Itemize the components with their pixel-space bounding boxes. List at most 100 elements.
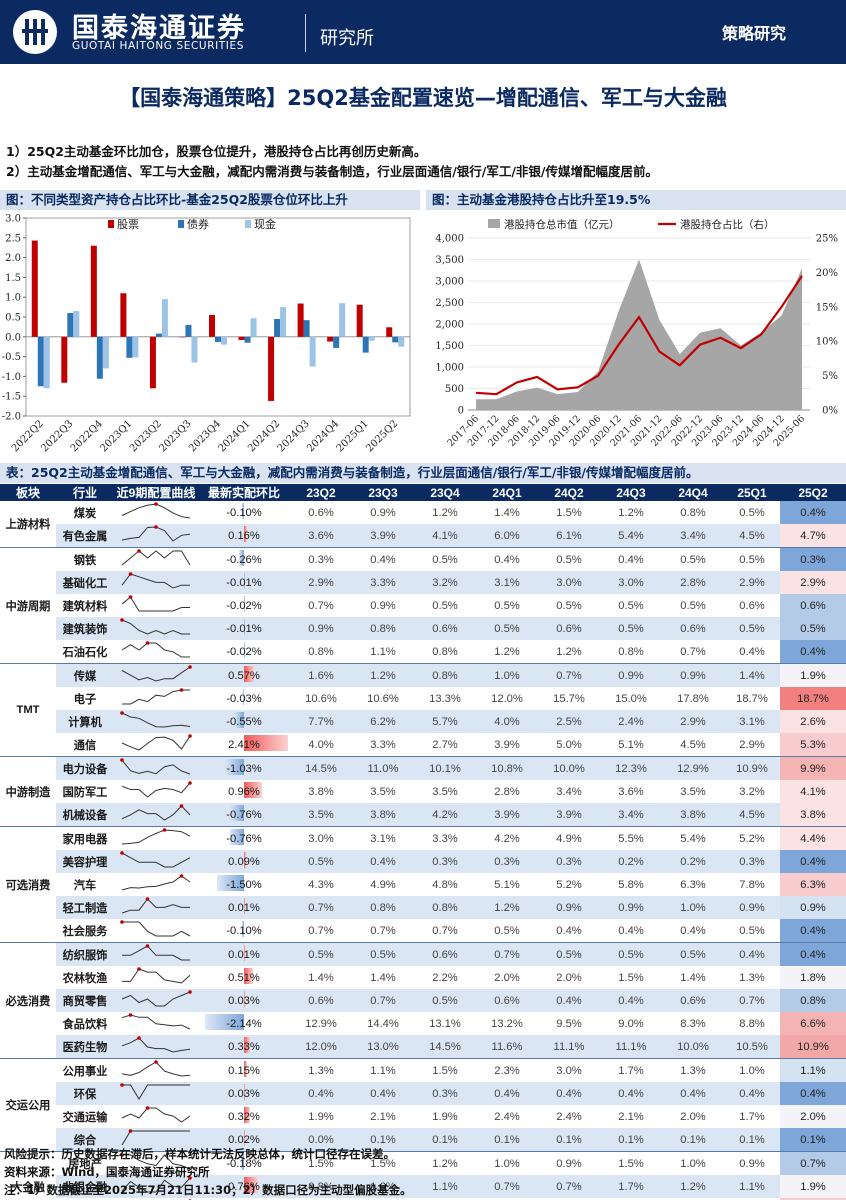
industry-name: 食品饮料 bbox=[62, 1018, 108, 1031]
quarter-value-cell: 3.0% bbox=[538, 571, 600, 594]
quarter-value-cell: 17.8% bbox=[677, 692, 709, 705]
company-logo-icon bbox=[13, 10, 57, 54]
latest-change-cell: -0.26% bbox=[198, 548, 290, 572]
quarter-value-cell: 2.3% bbox=[494, 1064, 520, 1077]
quarter-value-cell: 2.4% bbox=[600, 710, 662, 733]
industry-name: 建筑装饰 bbox=[56, 617, 114, 640]
sparkline-max-dot bbox=[154, 502, 158, 506]
sparkline-max-dot bbox=[128, 1013, 133, 1017]
industry-name: 电力设备 bbox=[56, 756, 114, 780]
quarter-value-cell: 0.3% bbox=[476, 850, 538, 873]
y-tick-label: 0.0 bbox=[5, 332, 21, 343]
industry-name: 汽车 bbox=[73, 879, 97, 892]
quarter-value-cell: 4.3% bbox=[308, 878, 334, 891]
legend-swatch bbox=[178, 220, 184, 228]
change-value: -0.18% bbox=[226, 1157, 262, 1170]
change-value: 0.33% bbox=[228, 1040, 260, 1053]
quarter-value-cell: 0.9% bbox=[662, 663, 724, 687]
sparkline-max-dot bbox=[154, 1060, 158, 1064]
sparkline-cell bbox=[114, 1105, 198, 1128]
sparkline-cell bbox=[114, 687, 198, 710]
latest-change-cell: 0.51% bbox=[198, 966, 290, 989]
quarter-value-cell: 0.3% bbox=[414, 850, 476, 873]
change-value: 0.02% bbox=[228, 1133, 260, 1146]
legend-label: 债券 bbox=[187, 217, 209, 231]
change-data-bar bbox=[244, 898, 245, 914]
change-value: -1.03% bbox=[226, 762, 262, 775]
change-data-bar bbox=[244, 1107, 250, 1123]
quarter-value-cell: 7.7% bbox=[290, 710, 352, 733]
bar-现金-2025Q2 bbox=[398, 336, 405, 347]
quarter-value-cell: 1.6% bbox=[352, 1175, 414, 1198]
q2-value-cell: 1.8% bbox=[780, 966, 846, 989]
y-right-tick-label: 25% bbox=[816, 234, 838, 245]
change-value: -2.14% bbox=[226, 1017, 262, 1030]
quarter-value-cell: 1.2% bbox=[476, 640, 538, 664]
legend-label: 现金 bbox=[254, 217, 276, 231]
quarter-value-cell: 0.4% bbox=[618, 553, 644, 566]
sparkline-svg bbox=[120, 758, 191, 775]
change-data-bar bbox=[244, 968, 254, 984]
industry-name: 钢铁 bbox=[73, 554, 97, 567]
sparkline-path bbox=[121, 852, 191, 868]
sparkline-max-dot bbox=[128, 572, 133, 576]
quarter-value-cell: 0.6% bbox=[739, 599, 765, 612]
legend-label: 港股持仓总市值（亿元） bbox=[504, 218, 620, 231]
quarter-value-cell: 0.8% bbox=[290, 1175, 352, 1198]
change-data-bar bbox=[225, 759, 244, 775]
sparkline-svg bbox=[121, 897, 190, 914]
sparkline-max-dot bbox=[188, 665, 192, 669]
quarter-value-cell: 0.5% bbox=[739, 553, 765, 566]
quarter-value-cell: 0.4% bbox=[352, 1082, 414, 1105]
change-value: -0.03% bbox=[226, 692, 262, 705]
quarter-value-cell: 0.6% bbox=[414, 617, 476, 640]
sparkline-max-dot bbox=[188, 990, 192, 994]
sector-cell: 中游制造 bbox=[0, 756, 56, 827]
quarter-value-cell: 0.4% bbox=[538, 1082, 600, 1105]
quarter-value-cell: 2.9% bbox=[724, 571, 780, 594]
table-row: 银行1.14%2.1%2.5%1.9%2.5%2.8%2.8%4.0%3.8%4… bbox=[0, 1198, 846, 1200]
sparkline-path bbox=[121, 550, 191, 566]
asset-change-bar-chart: 3.0 2.5 2.0 1.5 1.0 0.5 0.0 -0.5 -1.0 -1.5 -2.0 202… bbox=[0, 210, 420, 462]
hk-chart-svg: 4,000 3,500 3,000 2,500 2,000 1,500 1,000 500 0 2… bbox=[435, 218, 838, 449]
quarter-value-cell: 0.5% bbox=[600, 942, 662, 966]
quarter-value-cell: 14.4% bbox=[367, 1017, 399, 1030]
latest-change-cell: 0.32% bbox=[198, 1105, 290, 1128]
change-value: -0.76% bbox=[226, 808, 262, 821]
change-data-bar bbox=[244, 991, 245, 1007]
y-tick-label: 0.5 bbox=[5, 313, 21, 324]
quarter-value-cell: 4.9% bbox=[556, 832, 582, 845]
quarter-value-cell: 1.5% bbox=[618, 1157, 644, 1170]
table-row: 综合 0.02% 0.0% 0.1% 0.1% 0.1% 0.1% 0.1% 0.1% 0.1% 0… bbox=[0, 1128, 846, 1152]
y-right-tick-label: 5% bbox=[822, 371, 838, 382]
change-data-bar bbox=[244, 735, 288, 751]
sparkline-max-dot bbox=[162, 828, 167, 832]
quarter-value-cell: 1.1% bbox=[724, 1175, 780, 1198]
quarter-value-cell: 4.2% bbox=[414, 803, 476, 827]
quarter-value-cell: 5.1% bbox=[494, 878, 520, 891]
quarter-value-cell: 0.5% bbox=[724, 617, 780, 640]
legend-swatch bbox=[245, 220, 251, 228]
quarter-value-cell: 0.1% bbox=[476, 1128, 538, 1152]
change-data-bar bbox=[244, 1061, 247, 1077]
quarter-value-cell: 0.4% bbox=[494, 553, 520, 566]
sparkline-svg bbox=[121, 525, 191, 542]
quarter-value-cell: 2.8% bbox=[538, 1198, 600, 1200]
quarter-value-cell: 0.7% bbox=[476, 942, 538, 966]
sparkline-cell bbox=[114, 1082, 198, 1105]
bar-债券-2025Q1 bbox=[362, 336, 369, 353]
hk-holding-area-chart: 4,000 3,500 3,000 2,500 2,000 1,500 1,000 500 0 2… bbox=[426, 210, 846, 462]
quarter-value-cell: 0.4% bbox=[600, 1082, 662, 1105]
sparkline-max-dot bbox=[120, 758, 124, 762]
change-value: -0.02% bbox=[226, 645, 262, 658]
sparkline-path bbox=[122, 1154, 191, 1170]
quarter-value-cell: 3.1% bbox=[476, 571, 538, 594]
col-header: 25Q1 bbox=[724, 484, 780, 501]
table-row: 建筑材料 -0.02% 0.7% 0.9% 0.5% 0.5% 0.5% 0.5% 0.5% 0.… bbox=[0, 594, 846, 617]
y-left-tick-label: 1,000 bbox=[435, 363, 464, 374]
quarter-value-cell: 2.8% bbox=[662, 571, 724, 594]
quarter-value-cell: 0.1% bbox=[724, 1128, 780, 1152]
quarter-value-cell: 1.0% bbox=[739, 1064, 765, 1077]
quarter-value-cell: 5.2% bbox=[556, 878, 582, 891]
col-header: 板块 bbox=[0, 484, 56, 501]
